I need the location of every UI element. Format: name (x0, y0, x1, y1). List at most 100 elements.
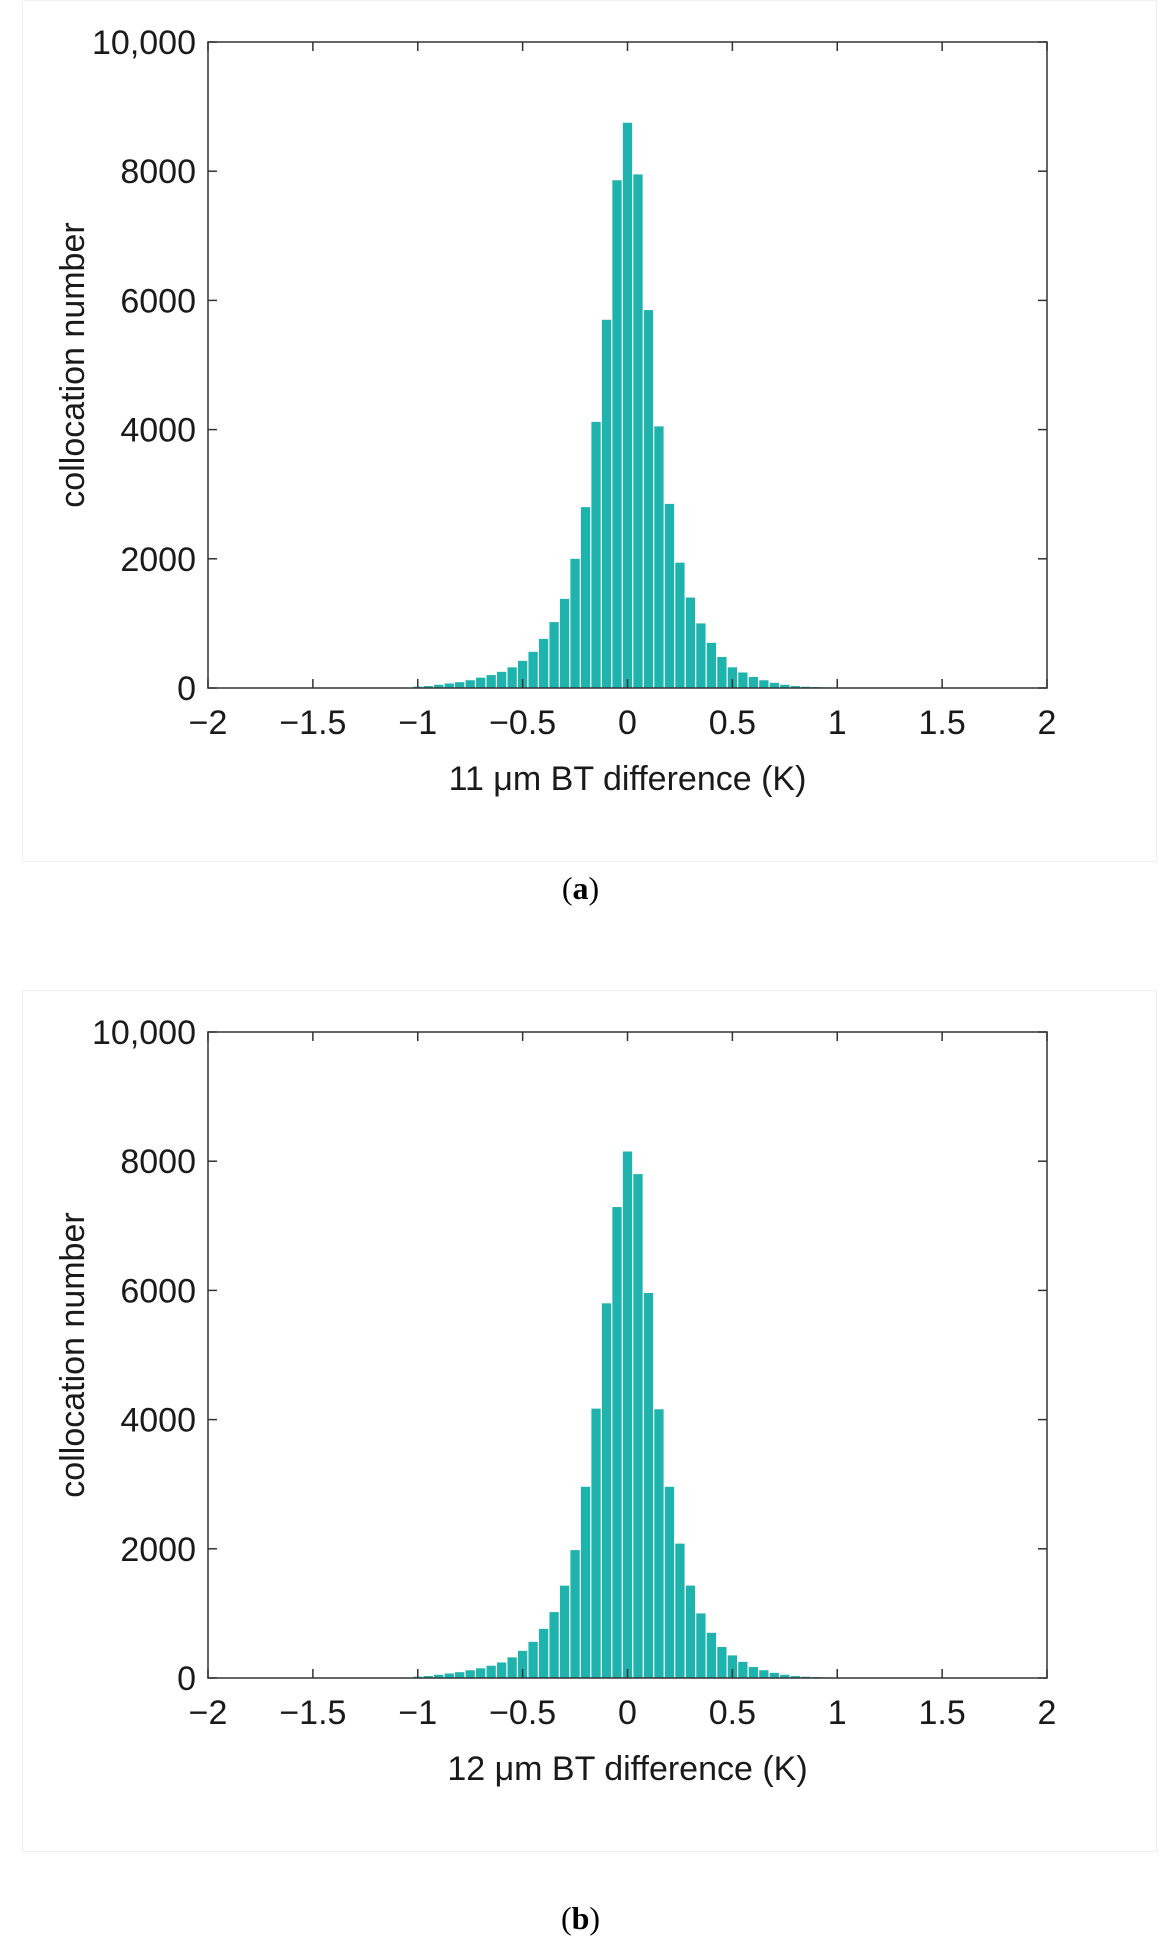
histogram-bar (780, 684, 790, 688)
histogram-bar (696, 623, 706, 688)
y-tick-label: 0 (177, 1660, 196, 1698)
panel-b-frame (22, 990, 1157, 1852)
histogram-bar (727, 667, 738, 688)
histogram-bar (759, 1670, 769, 1678)
histogram-bar (580, 507, 591, 688)
caption-a: (a) (0, 870, 1161, 907)
y-tick-label: 6000 (120, 1272, 196, 1310)
x-axis-label: 11 μm BT difference (K) (449, 760, 807, 798)
histogram-bar (654, 426, 664, 688)
x-tick-label: −1 (398, 704, 437, 742)
bars (413, 1151, 842, 1678)
histogram-bar (790, 686, 800, 688)
histogram-bar (591, 421, 601, 688)
x-tick-label: −2 (189, 704, 228, 742)
histogram-bar (486, 675, 496, 688)
histogram-bar (423, 1676, 433, 1678)
histogram-bar (549, 622, 559, 688)
x-tick-label: 1.5 (918, 704, 965, 742)
histogram-bar (769, 1672, 779, 1678)
histogram-bar (727, 1655, 738, 1678)
histogram-bar (476, 677, 486, 688)
histogram-bar (633, 174, 643, 688)
histogram-bar (570, 1550, 580, 1678)
caption-a-close: ) (588, 870, 600, 906)
caption-b-open: ( (560, 1900, 572, 1936)
histogram-bar (444, 683, 454, 688)
caption-a-open: ( (561, 870, 573, 906)
histogram-bar (528, 651, 538, 688)
y-tick-label: 8000 (120, 1143, 196, 1181)
x-tick-label: 2 (1038, 1694, 1057, 1732)
histogram-bar (622, 1151, 633, 1678)
histogram-bar (748, 677, 758, 688)
histogram-bar (507, 1657, 517, 1678)
histogram-bar (455, 682, 465, 688)
histogram-bar (654, 1409, 664, 1678)
y-tick-label: 10,000 (92, 1014, 196, 1052)
histogram-bar (559, 1585, 570, 1678)
x-tick-label: 1 (828, 704, 847, 742)
histogram-bar (675, 1543, 685, 1678)
x-tick-label: −2 (189, 1694, 228, 1732)
histogram-bar (780, 1674, 790, 1678)
histogram-bar (612, 180, 622, 688)
histogram-bar (538, 1628, 549, 1678)
histogram-bar (517, 1650, 528, 1678)
caption-b: (b) (0, 1900, 1161, 1937)
caption-b-close: ) (589, 1900, 601, 1936)
histogram-12um: −2 −1.5 −1 −0.5 0 0.5 1 1.5 2 0 2000 4000 6000 8000 10… (54, 1014, 1057, 1788)
histogram-bar (528, 1641, 538, 1678)
x-tick-label: 0.5 (709, 1694, 756, 1732)
x-tick-label: 1 (828, 1694, 847, 1732)
x-tick-label: −1.5 (279, 1694, 346, 1732)
histogram-bar (717, 656, 727, 688)
y-tick-label: 0 (177, 670, 196, 708)
y-tick-label: 2000 (120, 541, 196, 579)
x-tick-label: 0 (618, 1694, 637, 1732)
x-tick-label: −0.5 (489, 704, 556, 742)
histogram-bar (580, 1486, 591, 1678)
y-tick-label: 10,000 (92, 24, 196, 62)
histogram-bar (685, 597, 696, 688)
histogram-bar (538, 638, 549, 688)
histogram-bar (434, 1674, 444, 1678)
histogram-bar (591, 1408, 601, 1678)
histogram-bar (549, 1612, 559, 1678)
y-tick-label: 4000 (120, 1402, 196, 1440)
histogram-bar (706, 642, 717, 688)
histogram-bar (423, 686, 433, 688)
histogram-bar (476, 1668, 486, 1678)
histogram-bar (738, 1661, 748, 1678)
y-tick-label: 4000 (120, 412, 196, 450)
x-tick-label: 2 (1038, 704, 1057, 742)
histogram-bar (643, 310, 654, 688)
x-tick-label: −1.5 (279, 704, 346, 742)
y-axis-label: collocation number (54, 222, 92, 507)
histogram-bar (465, 1670, 475, 1678)
histogram-bar (717, 1646, 727, 1678)
y-axis-label: collocation number (54, 1212, 92, 1497)
histogram-bar (497, 1662, 507, 1678)
histogram-bar (601, 1303, 612, 1678)
caption-a-letter: a (572, 870, 589, 906)
x-tick-label: 0 (618, 704, 637, 742)
bars (413, 122, 842, 688)
histogram-bar (685, 1585, 696, 1678)
histogram-bar (769, 682, 779, 688)
x-tick-label: 1.5 (918, 1694, 965, 1732)
histogram-bar (455, 1672, 465, 1678)
y-tick-label: 6000 (120, 282, 196, 320)
histogram-bar (612, 1207, 622, 1678)
histogram-bar (633, 1174, 643, 1678)
histogram-bar (570, 558, 580, 688)
caption-b-letter: b (571, 1900, 590, 1936)
histogram-bar (497, 671, 507, 688)
histogram-bar (622, 122, 633, 688)
histogram-bar (465, 680, 475, 688)
histogram-bar (434, 684, 444, 688)
histogram-bar (486, 1665, 496, 1678)
panel-a-frame (22, 0, 1157, 862)
histogram-bar (664, 503, 675, 688)
histogram-bar (759, 680, 769, 688)
